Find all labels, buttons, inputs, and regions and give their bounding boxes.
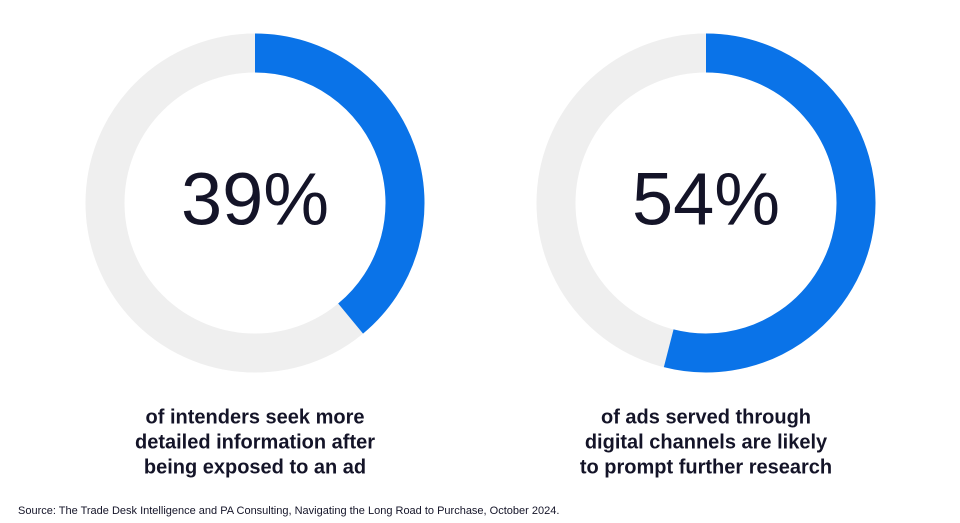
donut-arc: [663, 33, 876, 373]
caption: being exposed to an ad: [144, 456, 366, 478]
source-note: Source: The Trade Desk Intelligence and …: [18, 505, 559, 517]
value-label: 39%: [181, 158, 329, 241]
caption: of ads served through: [601, 406, 811, 428]
caption: digital channels are likely: [585, 431, 828, 453]
value-label: 54%: [632, 158, 780, 241]
caption: of intenders seek more: [146, 406, 365, 428]
caption: detailed information after: [135, 431, 375, 453]
caption: to prompt further research: [580, 456, 832, 478]
donut-arc: [254, 33, 425, 334]
